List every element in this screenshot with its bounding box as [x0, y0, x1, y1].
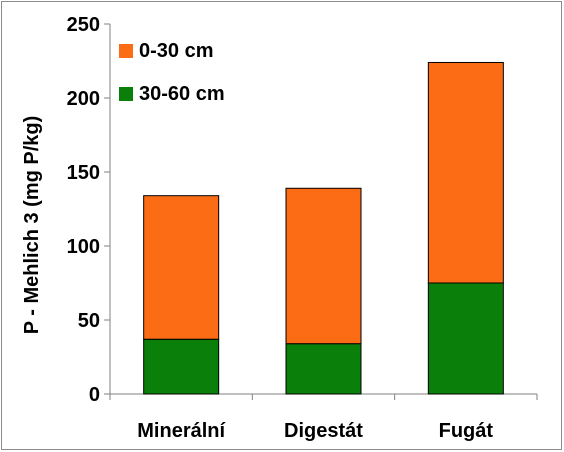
legend-label: 0-30 cm [139, 40, 214, 62]
x-tick-label: Digestát [284, 420, 363, 442]
legend-swatch [119, 87, 133, 101]
x-tick-label: Minerální [137, 420, 226, 442]
legend-label: 30-60 cm [139, 83, 225, 105]
bar-segment-lower [427, 282, 504, 395]
bar-segment-upper [285, 187, 362, 345]
bars [143, 61, 504, 395]
tick-labels: 0 50 100 150 200 250 Minerální Digestát Fugát [67, 14, 494, 442]
y-tick-label: 200 [67, 88, 100, 110]
y-tick-label: 250 [67, 14, 100, 36]
x-tick-label: Fugát [439, 420, 494, 442]
bar-segment-upper [427, 61, 504, 284]
y-tick-label: 50 [78, 310, 100, 332]
legend: 0-30 cm 30-60 cm [119, 40, 225, 105]
y-tick-label: 150 [67, 162, 100, 184]
bar-segment-upper [143, 195, 220, 340]
y-tick-label: 100 [67, 236, 100, 258]
bar-segment-lower [143, 338, 220, 395]
y-tick-label: 0 [89, 384, 100, 406]
y-axis-label: P - Mehlich 3 (mg P/kg) [21, 116, 43, 335]
bar-segment-lower [285, 343, 362, 395]
legend-swatch [119, 44, 133, 58]
